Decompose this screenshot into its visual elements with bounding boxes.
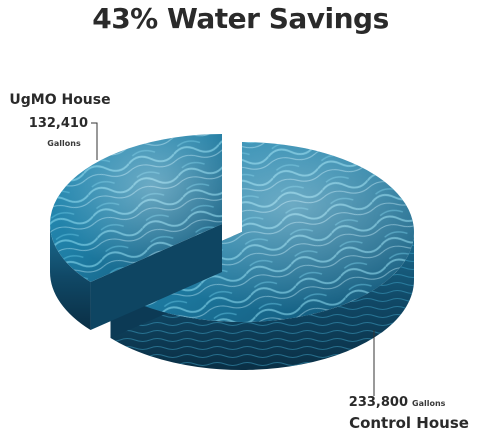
chart-title: 43% Water Savings: [92, 2, 389, 35]
label-layer: UgMO House 132,410 Gallons 233,800 Gallons Co…: [9, 92, 469, 432]
slice-control-house-side-texture: [110, 232, 415, 370]
pie-layer: [50, 134, 415, 370]
slice-ugmo-house-cut: [90, 224, 223, 331]
ugmo-label-unit: Gallons: [47, 139, 81, 148]
control-label-name: Control House: [349, 414, 469, 432]
slice-ugmo-house-side: [50, 224, 91, 331]
control-label-unit: Gallons: [412, 399, 446, 408]
slice-ugmo-house: [50, 134, 223, 331]
ugmo-leader-line: [91, 122, 98, 160]
ugmo-label-value: 132,410: [29, 116, 88, 131]
control-label-value: 233,800: [349, 395, 408, 410]
ugmo-label-name: UgMO House: [9, 92, 110, 108]
slice-ugmo-house-sheen: [50, 134, 222, 283]
